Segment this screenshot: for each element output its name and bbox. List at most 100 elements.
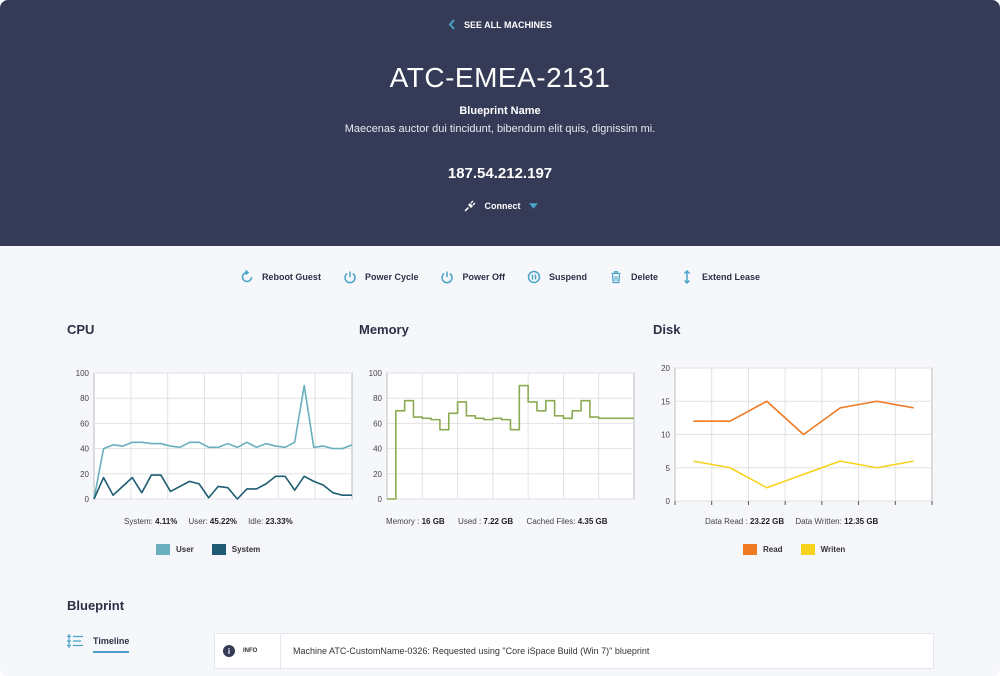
cpu-system-label: System: (124, 517, 153, 526)
chevron-left-icon (448, 19, 455, 30)
extend-arrows-icon (684, 270, 691, 284)
blueprint-description: Maecenas auctor dui tincidunt, bibendum … (344, 123, 656, 135)
legend-user-swatch (156, 544, 170, 555)
cpu-idle-label: Idle: (248, 517, 264, 526)
memory-title: Memory (359, 322, 409, 337)
y-tick-label: 10 (661, 431, 670, 440)
legend-read-swatch (743, 544, 757, 555)
memory-cached-label: Cached Files: (526, 517, 576, 526)
ip-address: 187.54.212.197 (447, 165, 553, 182)
memory-total-label: Memory : (386, 517, 420, 526)
cpu-title: CPU (67, 322, 95, 337)
cpu-chart: 0 20 40 60 80 100 (76, 369, 353, 504)
cpu-legend: User System (156, 544, 260, 555)
memory-stats: Memory : 16 GB Used : 7.22 GB Cached Fil… (386, 517, 608, 526)
back-label: SEE ALL MACHINES (463, 19, 552, 30)
y-tick-label: 40 (373, 445, 382, 454)
cpu-system-value: 4.11% (155, 517, 178, 526)
disk-stats: Data Read : 23.22 GB Data Written: 12.35… (705, 517, 878, 526)
y-tick-label: 0 (85, 495, 90, 504)
y-tick-label: 0 (378, 495, 383, 504)
legend-system-label: System (231, 545, 261, 554)
connect-label: Connect (484, 201, 521, 211)
legend-system-swatch (211, 544, 226, 555)
series-line-memory (387, 384, 634, 500)
power-off-label: Power Off (462, 272, 505, 282)
plot-area (386, 372, 635, 500)
caret-down-icon (528, 203, 538, 209)
series-line-system (93, 474, 352, 500)
power-cycle-label: Power Cycle (364, 272, 419, 282)
y-tick-label: 20 (373, 470, 382, 479)
disk-chart: 0 5 10 15 20 (661, 364, 933, 506)
y-tick-label: 100 (369, 369, 383, 378)
timeline-tab[interactable]: Timeline (93, 636, 130, 653)
disk-written-value: 12.35 GB (844, 517, 879, 526)
series-line-writen (693, 460, 914, 489)
level-label: INFO (243, 648, 258, 654)
y-tick-label: 60 (80, 419, 89, 428)
see-all-machines-link[interactable]: SEE ALL MACHINES (0, 19, 1000, 30)
y-tick-label: 60 (373, 419, 382, 428)
legend-read[interactable]: Read (743, 544, 783, 555)
legend-read-label: Read (763, 545, 783, 554)
plot-area (93, 372, 353, 500)
blueprint-section-title: Blueprint (67, 598, 125, 613)
disk-read-label: Data Read : (705, 517, 748, 526)
reboot-guest-label: Reboot Guest (261, 272, 321, 282)
memory-chart: 0 20 40 60 80 100 (369, 369, 635, 504)
disk-written-label: Data Written: (795, 517, 842, 526)
y-tick-label: 80 (80, 394, 89, 403)
reboot-guest-button[interactable]: Reboot Guest (240, 270, 321, 284)
disk-legend: Read Writen (743, 544, 845, 555)
extend-lease-button[interactable]: Extend Lease (680, 270, 760, 284)
disk-title: Disk (653, 322, 681, 337)
trash-icon (611, 271, 621, 284)
memory-total-value: 16 GB (421, 517, 445, 526)
suspend-icon (527, 270, 541, 284)
y-tick-label: 20 (80, 470, 89, 479)
cpu-stats: System: 4.11% User: 45.22% Idle: 23.33% (124, 517, 293, 526)
suspend-label: Suspend (549, 272, 588, 282)
disk-read-value: 23.22 GB (749, 517, 785, 526)
connect-dropdown[interactable]: Connect (0, 199, 1000, 213)
reboot-icon (241, 270, 253, 283)
legend-writen[interactable]: Writen (800, 544, 846, 555)
delete-button[interactable]: Delete (609, 270, 658, 284)
cpu-user-label: User: (188, 517, 208, 526)
y-tick-label: 40 (80, 445, 89, 454)
timeline-entry-message: Machine ATC-CustomName-0326: Requested u… (293, 646, 650, 656)
legend-user-label: User (176, 545, 194, 554)
legend-user[interactable]: User (156, 544, 194, 555)
legend-writen-swatch (800, 544, 815, 555)
plug-icon (464, 200, 475, 212)
suspend-button[interactable]: Suspend (527, 270, 587, 284)
y-tick-label: 5 (666, 464, 671, 473)
cpu-idle-value: 23.33% (265, 517, 293, 526)
memory-used-value: 7.22 GB (483, 517, 514, 526)
y-tick-label: 80 (373, 394, 382, 403)
machine-actions-bar: Reboot Guest Power Cycle Power Off Suspe… (0, 270, 1000, 284)
timeline-entry-level: i INFO (215, 634, 281, 668)
cpu-user-value: 45.22% (209, 517, 238, 526)
machine-header: SEE ALL MACHINES ATC-EMEA-2131 Blueprint… (0, 0, 1000, 246)
power-off-icon (441, 271, 454, 284)
y-tick-label: 20 (661, 364, 670, 373)
power-off-button[interactable]: Power Off (440, 270, 505, 284)
power-cycle-button[interactable]: Power Cycle (343, 270, 419, 284)
machine-name: ATC-EMEA-2131 (389, 62, 611, 93)
legend-system[interactable]: System (211, 544, 261, 555)
series-line-read (693, 400, 914, 436)
memory-cached-value: 4.35 GB (577, 517, 608, 526)
delete-label: Delete (631, 272, 659, 282)
extend-lease-label: Extend Lease (702, 272, 761, 282)
info-icon: i (223, 645, 235, 657)
y-tick-label: 100 (76, 369, 90, 378)
memory-used-label: Used : (458, 517, 482, 526)
legend-writen-label: Writen (820, 545, 846, 554)
y-tick-label: 15 (661, 397, 670, 406)
timeline-entry: i INFO Machine ATC-CustomName-0326: Requ… (214, 633, 934, 669)
series-line-user (93, 384, 353, 500)
y-tick-label: 0 (666, 497, 671, 506)
